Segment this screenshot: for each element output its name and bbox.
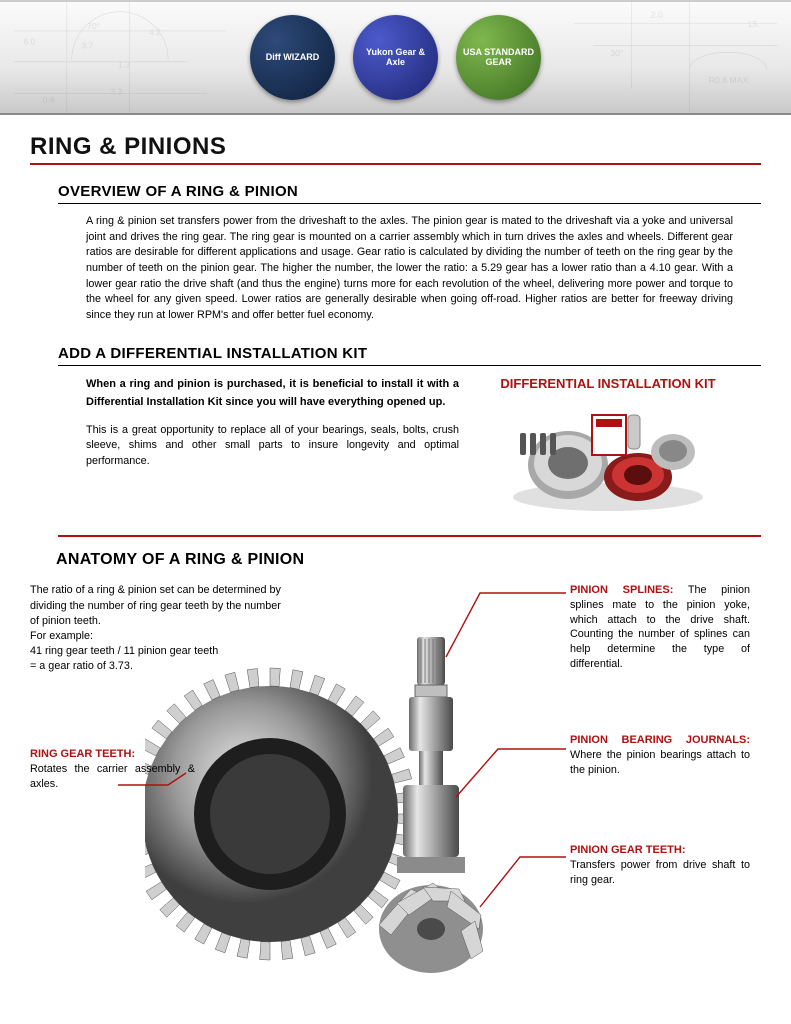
anatomy-title: ANATOMY OF A RING & PINION (0, 551, 791, 569)
page-title: RING & PINIONS (30, 133, 761, 161)
svg-text:0.6: 0.6 (43, 94, 55, 104)
header-band: 6.0 70° 3.7 4.2 1.3 0.6 3.3 2.0 30° 13. … (0, 0, 791, 115)
svg-text:1.3: 1.3 (118, 60, 130, 70)
svg-text:2.0: 2.0 (651, 9, 663, 19)
section-divider (58, 535, 761, 537)
diff-wizard-logo: Diff WIZARD (250, 15, 335, 100)
ring-gear (145, 686, 398, 942)
svg-text:R0.8 MAX: R0.8 MAX (709, 75, 749, 85)
callout-pinion-splines: PINION SPLINES: The pinion splines mate … (570, 583, 750, 671)
logo-label: Yukon Gear & Axle (353, 44, 438, 72)
callout-label: PINION SPLINES: (570, 584, 673, 596)
callout-label: PINION BEARING JOURNALS: (570, 734, 750, 746)
svg-text:3.7: 3.7 (81, 40, 93, 50)
anatomy-diagram: The ratio of a ring & pinion set can be … (0, 577, 791, 997)
kit-bold-text: When a ring and pinion is purchased, it … (86, 376, 459, 410)
usa-standard-logo: USA STANDARD GEAR (456, 15, 541, 100)
callout-pinion-bearing-journals: PINION BEARING JOURNALS: Where the pinio… (570, 733, 750, 777)
kit-underline (58, 365, 761, 366)
kit-para-text: This is a great opportunity to replace a… (86, 423, 459, 470)
callout-text: Transfers power from drive shaft to ring… (570, 859, 750, 886)
svg-text:4.2: 4.2 (149, 27, 161, 37)
overview-title: OVERVIEW OF A RING & PINION (30, 183, 761, 200)
callout-text: The pinion splines mate to the pinion yo… (570, 584, 750, 669)
callout-label: RING GEAR TEETH: (30, 748, 135, 760)
callout-text: Where the pinion bearings attach to the … (570, 749, 750, 776)
svg-text:30°: 30° (610, 48, 623, 58)
callout-label: PINION GEAR TEETH: (570, 844, 686, 856)
kit-image (498, 397, 718, 517)
callout-pinion-gear-teeth: PINION GEAR TEETH: Transfers power from … (570, 843, 750, 887)
overview-underline (58, 203, 761, 204)
kit-title: ADD A DIFFERENTIAL INSTALLATION KIT (30, 345, 761, 362)
callout-ring-gear-teeth: RING GEAR TEETH: Rotates the carrier ass… (30, 747, 195, 791)
logo-label: USA STANDARD GEAR (456, 44, 541, 72)
svg-text:70°: 70° (87, 21, 100, 31)
yukon-logo: Yukon Gear & Axle (353, 15, 438, 100)
pinion-gear-head (379, 883, 483, 973)
svg-text:6.0: 6.0 (23, 36, 35, 46)
overview-text: A ring & pinion set transfers power from… (30, 214, 761, 323)
logo-label: Diff WIZARD (262, 49, 324, 67)
svg-text:13.: 13. (747, 19, 759, 29)
svg-text:3.3: 3.3 (110, 87, 122, 97)
ring-pinion-illustration (145, 629, 555, 989)
kit-image-title: DIFFERENTIAL INSTALLATION KIT (483, 376, 733, 391)
callout-text: Rotates the carrier assembly & axles. (30, 763, 195, 790)
title-underline (30, 163, 761, 165)
